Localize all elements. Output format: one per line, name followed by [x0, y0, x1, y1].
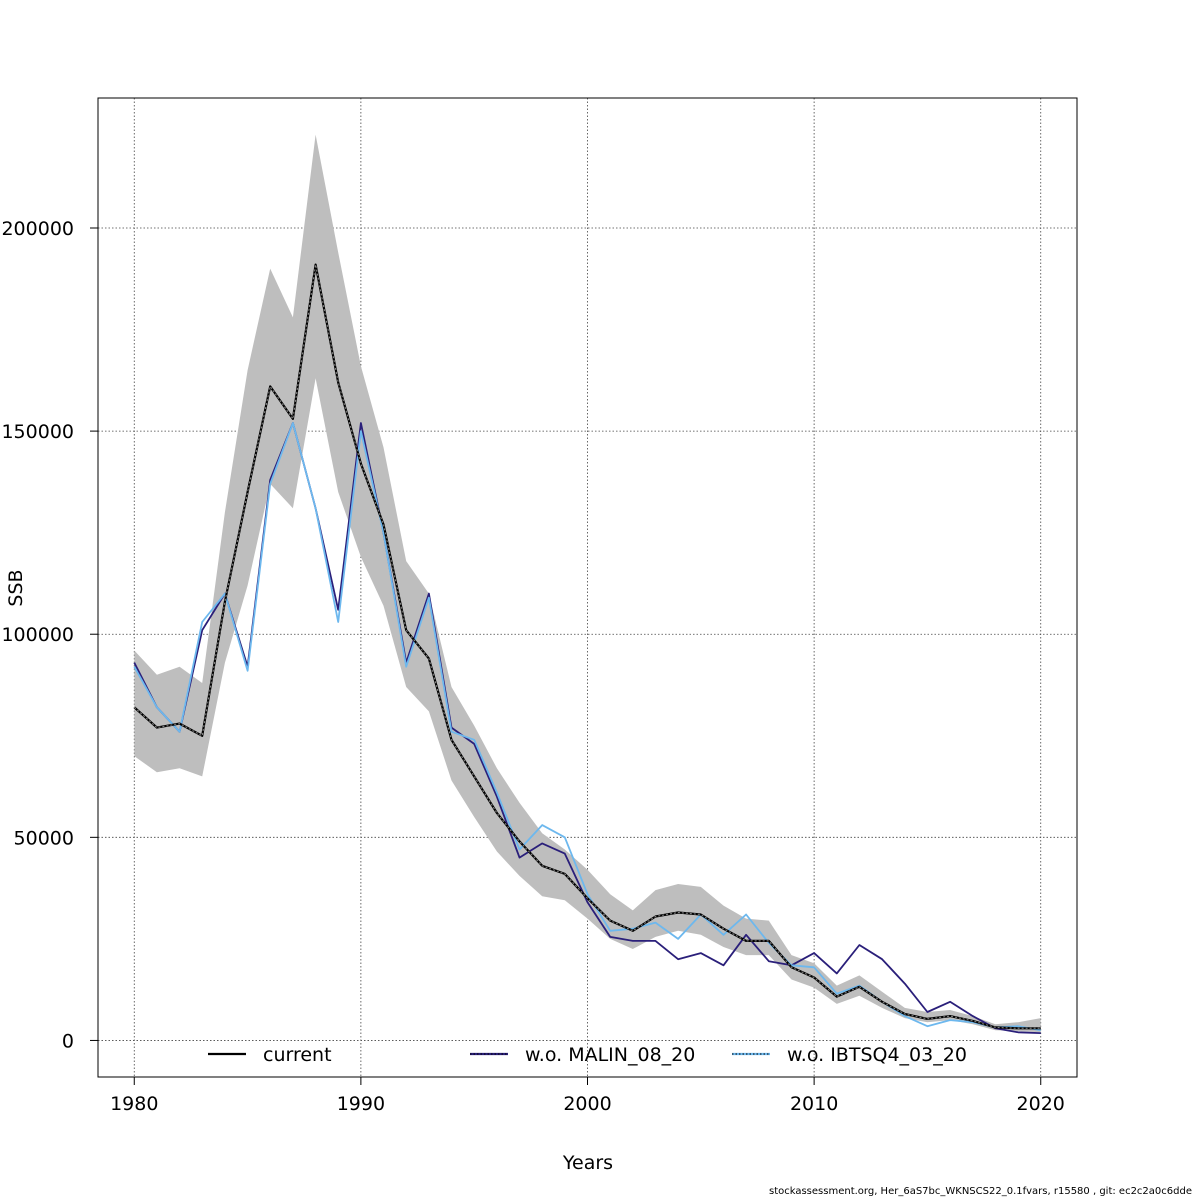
- x-tick-label: 1980: [110, 1093, 158, 1115]
- legend-label-0: current: [263, 1044, 332, 1066]
- y-tick-label: 200000: [1, 218, 74, 240]
- x-tick-label: 2020: [1017, 1093, 1065, 1115]
- x-axis-label: Years: [562, 1152, 613, 1174]
- legend-label-1: w.o. MALIN_08_20: [525, 1044, 695, 1066]
- y-tick-label: 50000: [14, 827, 74, 849]
- axes: 1980 1990 2000 2010 2020 0 50000 100000 150000 20…: [1, 218, 1064, 1115]
- y-axis-label: SSB: [5, 569, 27, 606]
- y-tick-label: 100000: [1, 624, 74, 646]
- series-line-0-dots: [133, 264, 1041, 1029]
- x-tick-label: 2010: [790, 1093, 838, 1115]
- series-layer: [133, 263, 1041, 1034]
- legend-label-2: w.o. IBTSQ4_03_20: [787, 1044, 967, 1066]
- x-tick-label: 2000: [563, 1093, 611, 1115]
- footer-source-text: stockassessment.org, Her_6aS7bc_WKNSCS22…: [768, 1186, 1192, 1197]
- y-tick-label: 150000: [1, 421, 74, 443]
- legend: current w.o. MALIN_08_20 w.o. IBTSQ4_03_20: [208, 1044, 967, 1066]
- x-tick-label: 1990: [337, 1093, 385, 1115]
- y-tick-label: 0: [62, 1030, 74, 1052]
